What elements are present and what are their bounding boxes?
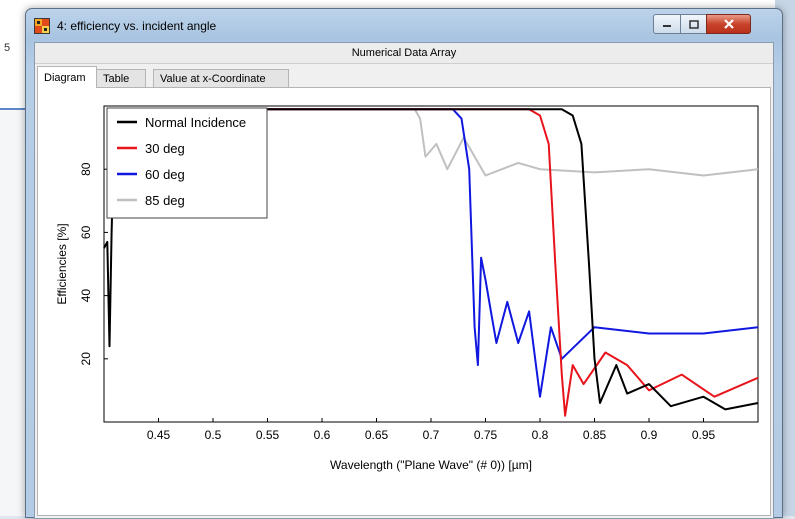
maximize-icon <box>688 19 699 29</box>
y-tick-label: 20 <box>79 352 93 366</box>
y-tick-label: 80 <box>79 162 93 176</box>
tab-table[interactable]: Table <box>96 69 146 87</box>
tab-value-at-x-coordinate[interactable]: Value at x-Coordinate <box>153 69 289 87</box>
x-tick-label: 0.7 <box>423 428 440 442</box>
close-icon <box>723 19 734 29</box>
y-tick-label: 40 <box>79 289 93 303</box>
x-tick-label: 0.85 <box>583 428 607 442</box>
x-axis-label: Wavelength ("Plane Wave" (# 0)) [µm] <box>330 458 532 472</box>
close-button[interactable] <box>706 14 751 34</box>
x-tick-label: 0.75 <box>474 428 498 442</box>
legend-label: 85 deg <box>145 193 185 208</box>
legend-label: 30 deg <box>145 141 185 156</box>
tab-diagram[interactable]: Diagram <box>37 66 97 88</box>
window-title: 4: efficiency vs. incident angle <box>57 19 217 33</box>
x-tick-label: 0.95 <box>692 428 716 442</box>
legend-label: 60 deg <box>145 167 185 182</box>
diagram-panel: 0.45 0.5 0.55 0.6 0.65 0.7 0.75 0.8 0.85 0.9 0.95 2… <box>37 87 771 516</box>
window-client-area: Numerical Data Array Diagram Table Value… <box>34 42 774 519</box>
y-axis-label: Efficiencies [%] <box>55 223 69 304</box>
x-tick-label: 0.55 <box>256 428 280 442</box>
y-tick-label: 60 <box>79 225 93 239</box>
minimize-button[interactable] <box>653 14 681 34</box>
x-tick-label: 0.8 <box>532 428 549 442</box>
maximize-button[interactable] <box>680 14 707 34</box>
x-tick-label: 0.6 <box>314 428 331 442</box>
x-tick-label: 0.45 <box>147 428 171 442</box>
title-bar[interactable]: 4: efficiency vs. incident angle <box>26 9 782 41</box>
x-tick-label: 0.9 <box>641 428 658 442</box>
array-header: Numerical Data Array <box>35 43 773 64</box>
legend-label: Normal Incidence <box>145 115 246 130</box>
x-tick-label: 0.65 <box>365 428 389 442</box>
minimize-icon <box>663 25 671 27</box>
app-icon <box>34 18 50 34</box>
data-array-window: 4: efficiency vs. incident angle Numeric… <box>25 8 783 519</box>
background-label: 5 <box>4 42 11 54</box>
x-tick-label: 0.5 <box>205 428 222 442</box>
efficiency-chart[interactable]: 0.45 0.5 0.55 0.6 0.65 0.7 0.75 0.8 0.85 0.9 0.95 2… <box>38 88 770 515</box>
